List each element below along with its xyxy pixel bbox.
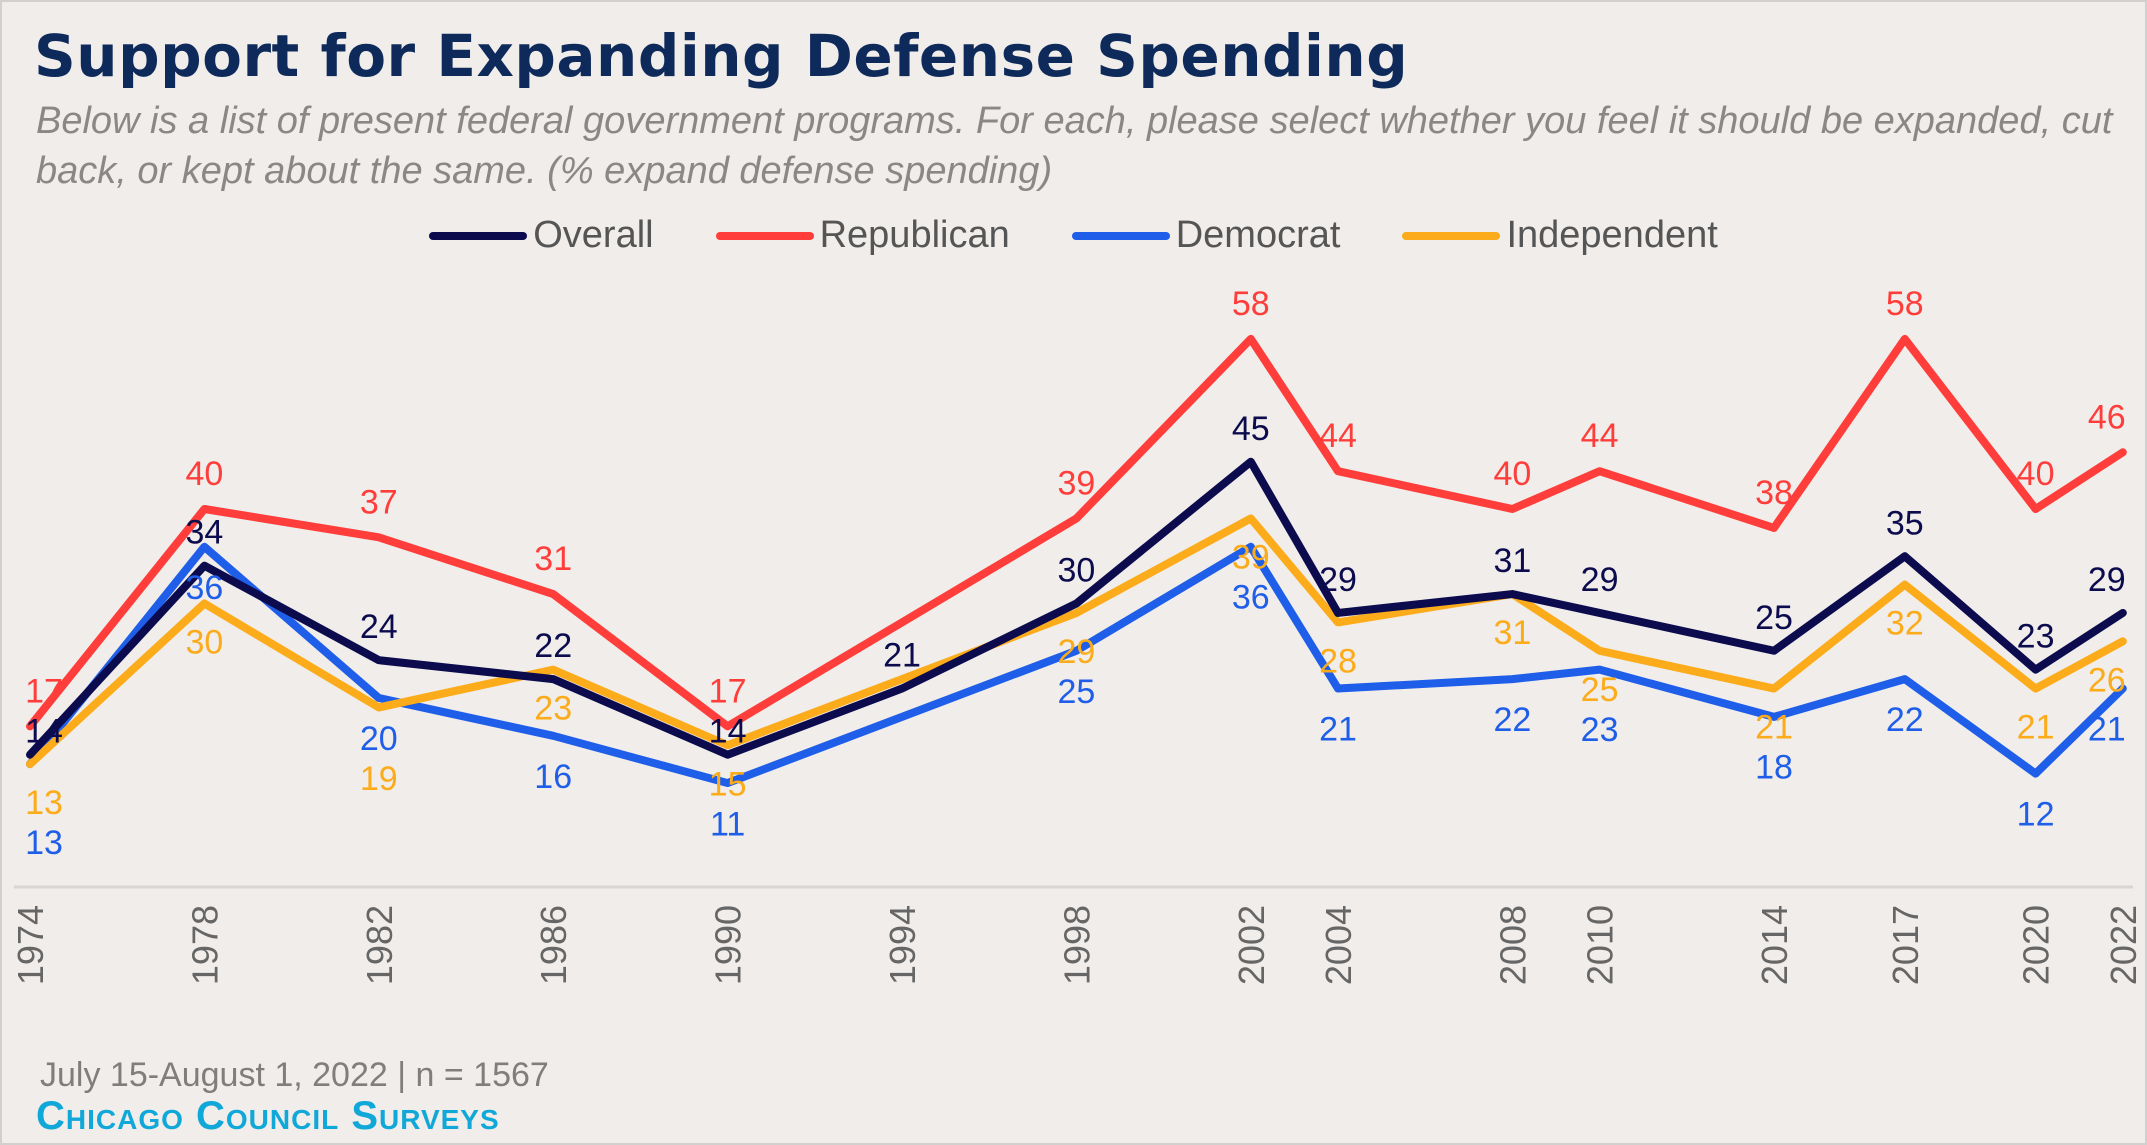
- data-label: 40: [2017, 455, 2055, 493]
- x-tick-label: 2017: [1885, 905, 1926, 985]
- data-label: 23: [1581, 711, 1619, 749]
- data-label: 58: [1232, 285, 1270, 323]
- x-tick-label: 1994: [882, 905, 923, 985]
- data-label: 13: [25, 824, 63, 862]
- legend-swatch: [1071, 231, 1170, 240]
- data-label: 17: [709, 672, 747, 710]
- data-label: 39: [1232, 538, 1270, 576]
- x-tick-label: 2010: [1580, 905, 1621, 985]
- x-tick-label: 2022: [2103, 905, 2144, 985]
- x-tick-label: 1998: [1056, 905, 1097, 985]
- data-label: 21: [2017, 709, 2055, 747]
- data-label: 17: [25, 672, 63, 710]
- data-label: 21: [2088, 711, 2126, 749]
- data-label: 31: [1493, 542, 1531, 580]
- data-label: 21: [883, 637, 921, 675]
- data-label: 16: [534, 758, 572, 796]
- legend-label: Democrat: [1175, 214, 1341, 256]
- data-label: 32: [1886, 605, 1924, 643]
- legend-item: Overall: [429, 214, 654, 257]
- legend-label: Republican: [819, 214, 1010, 256]
- x-tick-label: 1990: [708, 905, 749, 985]
- data-label: 21: [1319, 711, 1357, 749]
- x-tick-label: 1986: [533, 905, 574, 985]
- data-label: 38: [1755, 474, 1793, 512]
- legend: Overall Republican Democrat Independent: [0, 214, 2147, 257]
- data-label: 22: [534, 627, 572, 665]
- data-label: 15: [709, 765, 747, 803]
- chart-subtitle: Below is a list of present federal gover…: [36, 100, 2113, 192]
- data-label: 12: [2017, 796, 2055, 834]
- series-line-democrat: [26, 542, 2127, 788]
- data-label: 22: [1886, 701, 1924, 739]
- data-label: 31: [534, 540, 572, 578]
- data-label: 44: [1581, 417, 1619, 455]
- legend-label: Independent: [1506, 214, 1718, 256]
- data-label: 40: [185, 455, 223, 493]
- data-label: 40: [1493, 455, 1531, 493]
- data-label: 29: [2088, 561, 2126, 599]
- x-tick-label: 2008: [1492, 905, 1533, 985]
- data-label: 37: [360, 483, 398, 521]
- data-label: 19: [360, 760, 398, 798]
- data-label: 44: [1319, 417, 1357, 455]
- data-label: 25: [1057, 673, 1095, 711]
- x-tick-label: 1982: [359, 905, 400, 985]
- x-tick-label: 1974: [10, 905, 51, 985]
- chart-title: Support for Expanding Defense Spending: [34, 22, 1409, 90]
- legend-swatch: [715, 231, 814, 240]
- data-label: 34: [185, 514, 223, 552]
- legend-item: Republican: [715, 214, 1010, 257]
- data-label: 46: [2088, 398, 2126, 436]
- data-label: 45: [1232, 410, 1270, 448]
- legend-item: Independent: [1402, 214, 1718, 257]
- data-label: 36: [185, 569, 223, 607]
- data-label: 14: [709, 712, 747, 750]
- legend-item: Democrat: [1071, 214, 1341, 257]
- legend-label: Overall: [533, 214, 654, 256]
- data-label: 26: [2088, 661, 2126, 699]
- source-logo: Chicago Council Surveys: [36, 1094, 500, 1138]
- data-label: 22: [1493, 701, 1531, 739]
- data-label: 21: [1755, 709, 1793, 747]
- data-label: 36: [1232, 578, 1270, 616]
- data-label: 11: [710, 805, 745, 843]
- data-label: 30: [1057, 552, 1095, 590]
- data-label: 30: [185, 624, 223, 662]
- x-tick-label: 2004: [1318, 905, 1359, 985]
- data-label: 20: [360, 720, 398, 758]
- data-label: 18: [1755, 749, 1793, 787]
- x-tick-label: 2020: [2016, 905, 2057, 985]
- data-label: 29: [1319, 561, 1357, 599]
- series-line-overall: [26, 457, 2127, 759]
- data-label: 24: [360, 608, 398, 646]
- footnote: July 15-August 1, 2022 | n = 1567: [40, 1056, 549, 1094]
- legend-swatch: [429, 231, 528, 240]
- legend-swatch: [1402, 231, 1501, 240]
- data-label: 23: [534, 690, 572, 728]
- x-tick-label: 1978: [184, 905, 225, 985]
- data-label: 13: [25, 784, 63, 822]
- data-label: 14: [25, 712, 63, 750]
- x-tick-label: 2014: [1754, 905, 1795, 985]
- data-label: 29: [1581, 561, 1619, 599]
- data-label: 23: [2017, 618, 2055, 656]
- data-label: 25: [1581, 671, 1619, 709]
- x-tick-label: 2002: [1231, 905, 1272, 985]
- data-label: 25: [1755, 599, 1793, 637]
- data-label: 35: [1886, 504, 1924, 542]
- series-line-republican: [26, 334, 2127, 731]
- data-label: 28: [1319, 642, 1357, 680]
- data-label: 58: [1886, 285, 1924, 323]
- data-label: 29: [1057, 633, 1095, 671]
- data-label: 31: [1493, 614, 1531, 652]
- series-line-independent: [26, 514, 2127, 769]
- data-label: 39: [1057, 464, 1095, 502]
